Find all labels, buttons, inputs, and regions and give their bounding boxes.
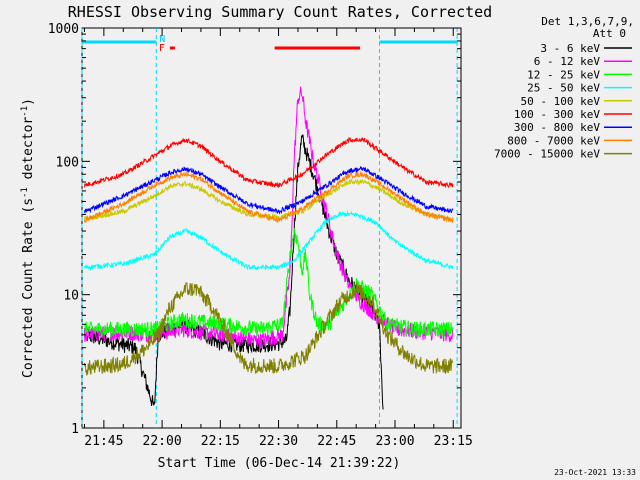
legend-label: 6 - 12 keV xyxy=(534,55,601,68)
series-lines xyxy=(84,86,454,410)
x-tick-label: 21:45 xyxy=(84,434,123,449)
series-line-8 xyxy=(84,281,454,376)
x-tick-label: 23:00 xyxy=(375,434,414,449)
y-tick-label: 1000 xyxy=(48,22,79,37)
x-tick-label: 22:00 xyxy=(143,434,182,449)
y-axis-label-mid: detector xyxy=(21,117,36,188)
x-tick-label: 23:15 xyxy=(434,434,473,449)
flare-label: F xyxy=(159,43,165,54)
legend-label: 7000 - 15000 keV xyxy=(494,148,600,161)
series-line-6 xyxy=(84,165,454,215)
legend-label: 25 - 50 keV xyxy=(527,82,600,95)
y-axis-label-end: ) xyxy=(21,98,36,106)
x-axis-label: Start Time (06-Dec-14 21:39:22) xyxy=(158,456,401,471)
x-tick-label: 22:30 xyxy=(259,434,298,449)
night-intervals xyxy=(81,28,458,428)
y-tick-label: 1 xyxy=(71,422,79,437)
legend-label: 3 - 6 keV xyxy=(540,42,600,55)
series-line-2 xyxy=(84,227,454,339)
series-line-3 xyxy=(84,210,454,271)
y-axis-label-sup1: -1 xyxy=(20,187,30,198)
legend-label: 800 - 7000 keV xyxy=(507,134,600,147)
legend-label: 300 - 800 keV xyxy=(514,121,600,134)
y-tick-label: 10 xyxy=(63,289,79,304)
series-line-7 xyxy=(84,170,454,224)
series-line-4 xyxy=(84,177,454,222)
legend-label: 50 - 100 keV xyxy=(521,95,601,108)
x-axis: 21:45 22:00 22:15 22:30 22:45 23:00 23:15 xyxy=(83,28,473,449)
y-axis: 1 10 100 1000 xyxy=(48,22,461,437)
x-tick-label: 22:15 xyxy=(201,434,240,449)
y-tick-label: 100 xyxy=(56,155,79,170)
x-tick-label: 22:45 xyxy=(317,434,356,449)
legend-label: 12 - 25 keV xyxy=(527,68,600,81)
y-axis-label: Corrected Count Rate (s-1 detector-1) xyxy=(20,98,36,378)
chart-title: RHESSI Observing Summary Count Rates, Co… xyxy=(68,3,492,21)
plot-area: N F xyxy=(81,27,462,429)
legend-label: 100 - 300 keV xyxy=(514,108,600,121)
y-axis-label-main: Corrected Count Rate (s xyxy=(21,198,36,378)
legend-header-1: Det 1,3,6,7,9, xyxy=(541,15,634,28)
legend-header-2: Att 0 xyxy=(593,27,626,40)
series-line-5 xyxy=(84,136,454,189)
timestamp: 23-Oct-2021 13:33 xyxy=(554,468,636,477)
y-axis-label-sup2: -1 xyxy=(20,106,30,117)
night-label: N xyxy=(159,34,165,45)
